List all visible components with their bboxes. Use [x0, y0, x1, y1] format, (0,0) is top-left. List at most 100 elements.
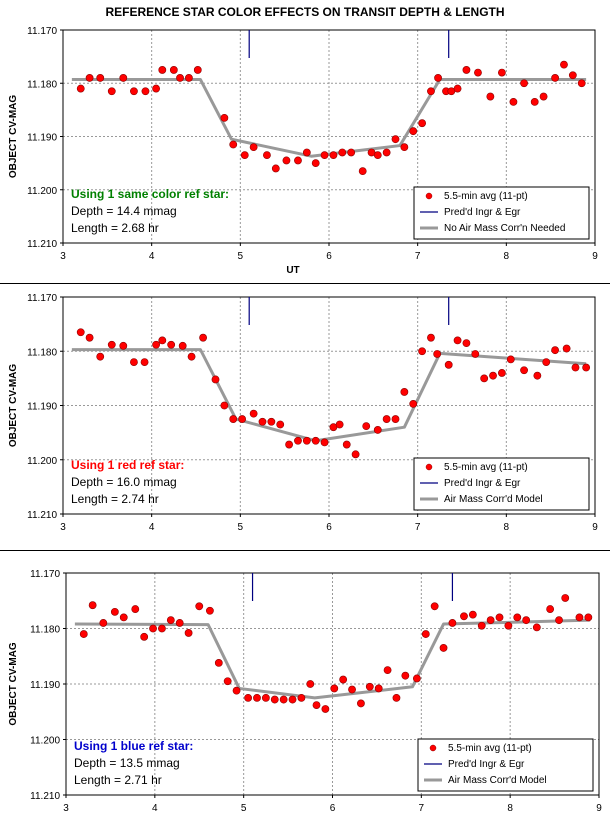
y-axis-label: OBJECT CV-MAG [8, 95, 19, 179]
data-point [229, 415, 238, 423]
data-point [187, 352, 196, 361]
legend-box [417, 738, 594, 792]
data-point [193, 66, 202, 74]
data-point [409, 127, 418, 136]
data-point [460, 612, 468, 621]
x-tick-label: 9 [596, 803, 602, 814]
data-point [542, 358, 551, 366]
data-point [427, 87, 435, 96]
data-point [294, 436, 302, 445]
annotation-line: Depth = 14.4 mmag [71, 204, 177, 218]
y-tick-label: 11.190 [27, 133, 57, 144]
legend-swatch-points [429, 744, 437, 752]
data-point [489, 371, 497, 380]
data-point [178, 341, 187, 350]
data-point [462, 339, 471, 348]
data-point [439, 644, 448, 652]
data-point [258, 417, 267, 426]
data-point [79, 630, 88, 638]
data-point [468, 610, 477, 619]
data-point [434, 74, 442, 82]
data-point [107, 87, 116, 96]
data-point [513, 613, 522, 622]
data-point [214, 659, 223, 667]
data-point [321, 705, 330, 713]
annotation-line: Length = 2.71 hr [74, 773, 162, 787]
data-point [421, 630, 430, 638]
x-tick-label: 5 [238, 522, 244, 533]
chart-separator [0, 550, 610, 551]
data-point [532, 623, 541, 632]
data-point [99, 619, 108, 627]
data-point [509, 97, 518, 106]
data-point [504, 621, 513, 630]
data-point [347, 148, 356, 157]
data-point [575, 613, 584, 622]
data-point [400, 388, 409, 396]
legend-label: Pred'd Ingr & Egr [444, 207, 521, 218]
data-point [167, 340, 176, 349]
data-point [453, 84, 462, 93]
data-point [362, 422, 371, 431]
data-point [271, 164, 280, 173]
data-point [199, 333, 207, 342]
x-tick-label: 3 [60, 522, 66, 533]
legend-box [413, 186, 590, 240]
data-point [453, 336, 462, 345]
data-point [288, 695, 297, 704]
data-point [560, 60, 568, 69]
data-point [282, 156, 291, 165]
data-point [166, 616, 175, 625]
annotation-line: Depth = 13.5 mmag [74, 756, 180, 770]
data-point [276, 420, 285, 429]
data-point [497, 369, 506, 377]
data-point [206, 606, 214, 615]
data-point [184, 629, 193, 637]
data-point [232, 686, 241, 695]
data-point [152, 340, 160, 349]
legend-label: 5.5-min avg (11-pt) [444, 191, 528, 202]
x-tick-label: 6 [326, 522, 332, 533]
data-point [158, 624, 166, 633]
data-point [433, 350, 442, 358]
data-point [474, 68, 482, 77]
data-point [220, 401, 229, 410]
data-point [302, 436, 311, 445]
y-tick-label: 11.180 [30, 625, 60, 636]
y-tick-label: 11.200 [27, 456, 57, 467]
data-point [382, 415, 391, 423]
data-point [348, 685, 356, 694]
data-point [477, 621, 486, 630]
data-point [330, 684, 339, 693]
data-point [130, 87, 138, 96]
data-point [522, 616, 531, 625]
data-point [495, 613, 504, 622]
data-point [141, 87, 150, 96]
data-point [520, 366, 528, 375]
legend-label: Air Mass Corr'd Model [448, 775, 547, 786]
data-point [335, 420, 344, 429]
data-point [539, 92, 548, 101]
data-point [285, 440, 293, 449]
annotation-heading: Using 1 same color ref star: [71, 187, 229, 201]
legend-label: Pred'd Ingr & Egr [448, 759, 525, 770]
data-point [220, 113, 229, 122]
x-tick-label: 8 [504, 251, 510, 262]
data-point [302, 148, 311, 157]
data-point [140, 358, 149, 366]
x-tick-label: 7 [419, 803, 425, 814]
chart-3: 3 4 5 6 7 8 9 11.170 11.180 11.190 11.200 11.210 OBJ… [8, 569, 602, 814]
x-tick-label: 6 [330, 803, 336, 814]
data-point [223, 677, 232, 686]
legend-label: 5.5-min avg (11-pt) [448, 743, 532, 754]
data-point [267, 417, 276, 426]
x-tick-label: 4 [149, 251, 155, 262]
x-tick-label: 4 [149, 522, 155, 533]
x-tick-label: 5 [241, 803, 247, 814]
data-point [320, 438, 329, 447]
annotation-line: Length = 2.68 hr [71, 221, 159, 235]
data-point [551, 346, 559, 355]
data-point [391, 135, 400, 144]
data-point [119, 74, 128, 82]
